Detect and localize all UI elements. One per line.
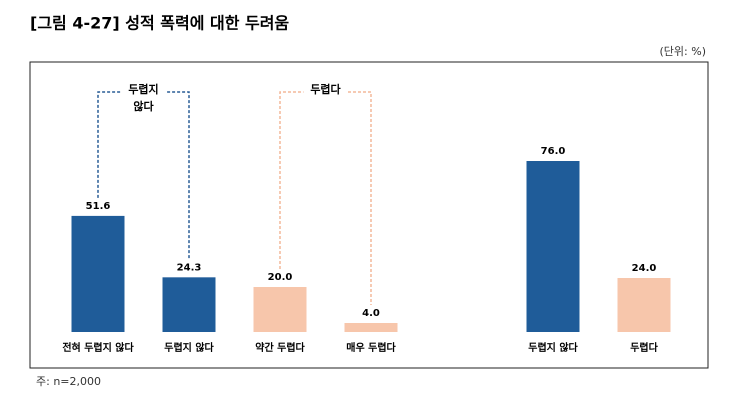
bar xyxy=(344,323,398,332)
bracket-label: 두렵지 xyxy=(128,82,158,96)
value-label: 76.0 xyxy=(541,146,566,157)
footnote: 주: n=2,000 xyxy=(36,375,101,388)
bracket-label: 두렵다 xyxy=(310,82,341,96)
value-label: 24.3 xyxy=(177,262,202,273)
unit-note: (단위: %) xyxy=(660,45,706,58)
bracket-label-bg xyxy=(121,82,166,120)
x-tick-label: 약간 두렵다 xyxy=(255,341,305,354)
bar xyxy=(253,287,307,332)
chart-title: [그림 4-27] 성적 폭력에 대한 두려움 xyxy=(30,14,289,33)
value-label: 4.0 xyxy=(362,308,380,319)
bar xyxy=(71,215,125,332)
bar xyxy=(162,277,216,332)
value-label: 20.0 xyxy=(268,272,293,283)
x-tick-label: 두렵다 xyxy=(630,341,658,354)
bracket-label: 않다 xyxy=(133,99,154,113)
x-tick-label: 두렵지 않다 xyxy=(528,341,578,354)
x-tick-label: 전혀 두렵지 않다 xyxy=(62,341,134,354)
value-label: 24.0 xyxy=(632,263,657,274)
bracket xyxy=(279,91,372,305)
x-tick-label: 매우 두렵다 xyxy=(346,341,396,354)
frame xyxy=(29,61,709,369)
bar xyxy=(617,278,671,332)
bracket-label-bg xyxy=(303,82,348,103)
bar xyxy=(526,161,580,332)
x-tick-label: 두렵지 않다 xyxy=(164,341,214,354)
value-label: 51.6 xyxy=(86,201,111,212)
